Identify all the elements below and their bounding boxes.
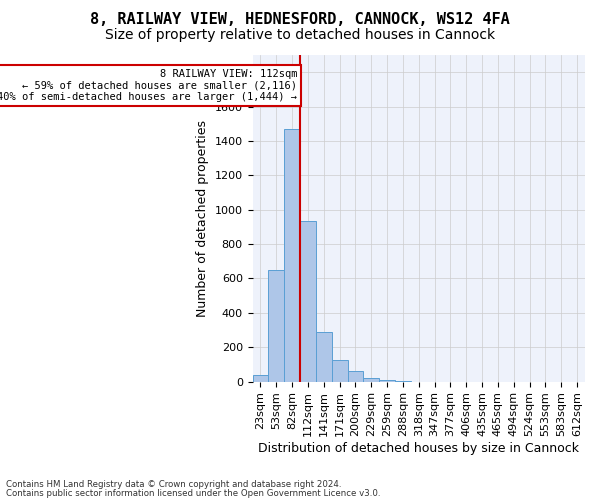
Bar bbox=[284, 129, 300, 382]
Y-axis label: Number of detached properties: Number of detached properties bbox=[196, 120, 209, 317]
Bar bbox=[316, 332, 332, 382]
Bar bbox=[347, 371, 364, 382]
Text: Contains public sector information licensed under the Open Government Licence v3: Contains public sector information licen… bbox=[6, 488, 380, 498]
Bar bbox=[268, 270, 284, 382]
Bar bbox=[253, 375, 268, 382]
Bar bbox=[395, 380, 411, 382]
Text: Contains HM Land Registry data © Crown copyright and database right 2024.: Contains HM Land Registry data © Crown c… bbox=[6, 480, 341, 489]
Text: 8, RAILWAY VIEW, HEDNESFORD, CANNOCK, WS12 4FA: 8, RAILWAY VIEW, HEDNESFORD, CANNOCK, WS… bbox=[90, 12, 510, 28]
X-axis label: Distribution of detached houses by size in Cannock: Distribution of detached houses by size … bbox=[258, 442, 579, 455]
Text: 8 RAILWAY VIEW: 112sqm
← 59% of detached houses are smaller (2,116)
40% of semi-: 8 RAILWAY VIEW: 112sqm ← 59% of detached… bbox=[0, 69, 297, 102]
Bar bbox=[364, 378, 379, 382]
Bar bbox=[379, 380, 395, 382]
Bar bbox=[332, 360, 347, 382]
Bar bbox=[300, 221, 316, 382]
Text: Size of property relative to detached houses in Cannock: Size of property relative to detached ho… bbox=[105, 28, 495, 42]
